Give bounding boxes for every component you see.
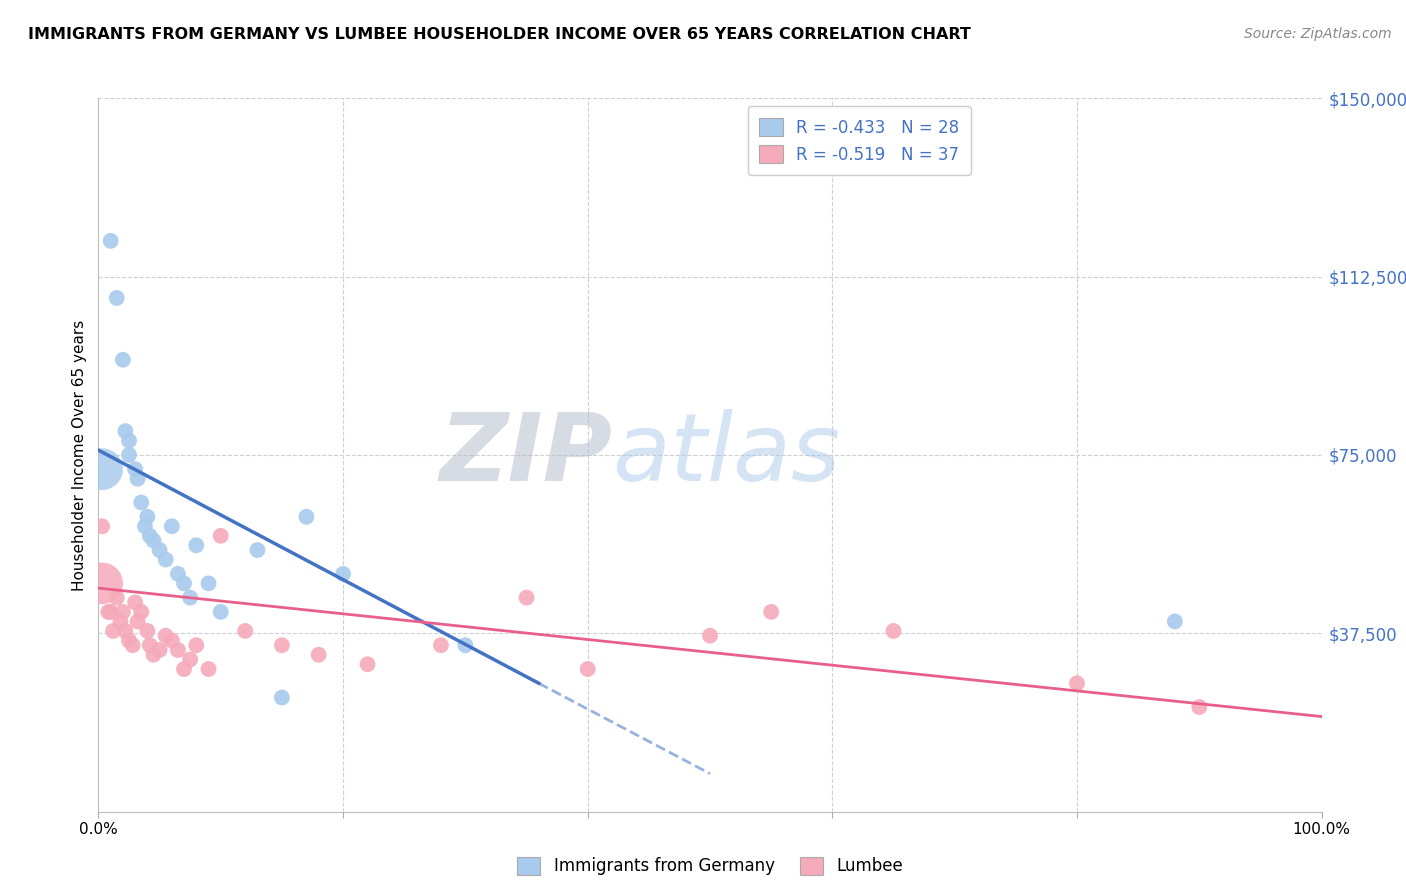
Point [91,519,114,533]
Point [139,529,162,543]
Point [209,529,232,543]
Point [233,624,256,638]
Point [167,643,190,657]
Point [356,657,378,672]
Point [295,509,318,524]
Point [179,591,201,605]
Point [149,543,172,558]
Point [111,605,134,619]
Point [127,615,149,629]
Point [173,576,195,591]
Text: atlas: atlas [612,409,841,500]
Point [576,662,599,676]
Point [197,662,219,676]
Point [100,234,122,248]
Point [173,662,195,676]
Point [155,552,177,566]
Point [160,519,183,533]
Point [136,509,159,524]
Point [129,605,152,619]
Point [160,633,183,648]
Point [209,605,232,619]
Point [699,629,721,643]
Point [430,638,453,652]
Point [1164,615,1187,629]
Point [197,576,219,591]
Point [186,538,208,552]
Point [136,624,159,638]
Y-axis label: Householder Income Over 65 years: Householder Income Over 65 years [72,319,87,591]
Point [1188,700,1211,714]
Point [883,624,905,638]
Point [155,629,177,643]
Point [179,652,201,666]
Point [91,576,114,591]
Point [101,624,124,638]
Text: Source: ZipAtlas.com: Source: ZipAtlas.com [1244,27,1392,41]
Point [332,566,354,581]
Text: ZIP: ZIP [439,409,612,501]
Point [110,615,132,629]
Point [454,638,477,652]
Point [516,591,538,605]
Point [167,566,190,581]
Point [114,424,136,438]
Point [105,291,128,305]
Point [118,633,141,648]
Point [142,648,165,662]
Point [308,648,330,662]
Point [270,638,294,652]
Point [129,495,152,509]
Point [105,591,128,605]
Point [111,352,134,367]
Text: IMMIGRANTS FROM GERMANY VS LUMBEE HOUSEHOLDER INCOME OVER 65 YEARS CORRELATION C: IMMIGRANTS FROM GERMANY VS LUMBEE HOUSEH… [28,27,972,42]
Point [142,533,165,548]
Point [149,643,172,657]
Point [1066,676,1088,690]
Point [124,595,146,609]
Point [118,448,141,462]
Point [91,462,114,476]
Point [118,434,141,448]
Point [100,605,122,619]
Point [127,472,149,486]
Point [270,690,294,705]
Point [186,638,208,652]
Point [139,638,162,652]
Point [97,605,120,619]
Point [134,519,156,533]
Point [124,462,146,476]
Point [114,624,136,638]
Point [246,543,269,558]
Legend: Immigrants from Germany, Lumbee: Immigrants from Germany, Lumbee [510,850,910,882]
Point [121,638,143,652]
Point [761,605,783,619]
